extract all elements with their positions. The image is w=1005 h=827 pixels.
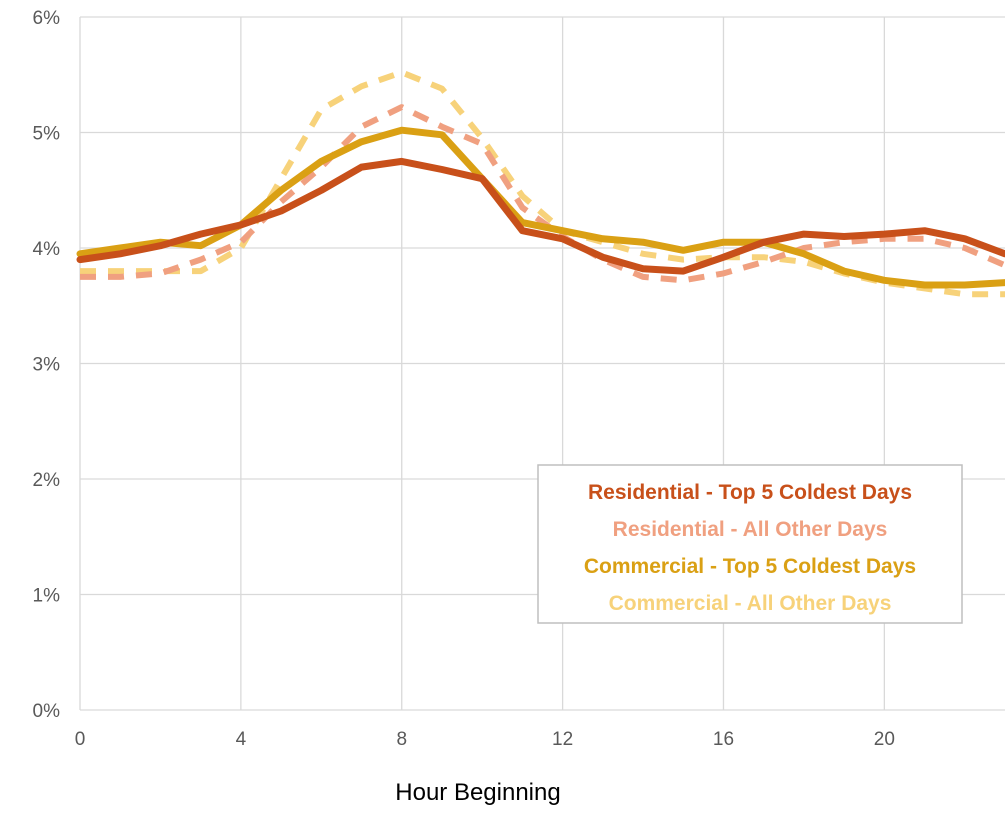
- legend-item: Residential - Top 5 Coldest Days: [588, 481, 912, 504]
- legend-item: Commercial - All Other Days: [609, 592, 892, 615]
- y-axis-ticks: 0% 1% 2% 3% 4% 5% 6%: [33, 8, 61, 722]
- y-tick-label: 2%: [33, 470, 61, 491]
- x-tick-label: 8: [396, 729, 407, 750]
- x-axis-ticks: 0 4 8 12 16 20: [75, 729, 895, 750]
- x-tick-label: 12: [552, 729, 573, 750]
- y-tick-label: 0%: [33, 701, 61, 722]
- y-tick-label: 6%: [33, 8, 61, 29]
- y-tick-label: 3%: [33, 355, 61, 376]
- chart-legend: Residential - Top 5 Coldest Days Resident…: [537, 464, 963, 624]
- y-tick-label: 4%: [33, 239, 61, 260]
- series-line-1: [80, 104, 1005, 284]
- legend-items: Residential - Top 5 Coldest Days Resident…: [584, 481, 916, 615]
- y-tick-label: 5%: [33, 124, 61, 145]
- x-tick-label: 16: [713, 729, 734, 750]
- x-tick-label: 4: [236, 729, 247, 750]
- legend-item: Residential - All Other Days: [613, 518, 888, 541]
- legend-box: [537, 464, 963, 624]
- series-line-3: [76, 157, 1005, 275]
- series-line-0: [80, 69, 1005, 298]
- x-tick-label: 20: [874, 729, 895, 750]
- y-tick-label: 1%: [33, 586, 61, 607]
- series-layer: [76, 69, 1005, 298]
- legend-item: Commercial - Top 5 Coldest Days: [584, 555, 916, 578]
- x-axis-label: Hour Beginning: [395, 779, 560, 806]
- x-tick-label: 0: [75, 729, 86, 750]
